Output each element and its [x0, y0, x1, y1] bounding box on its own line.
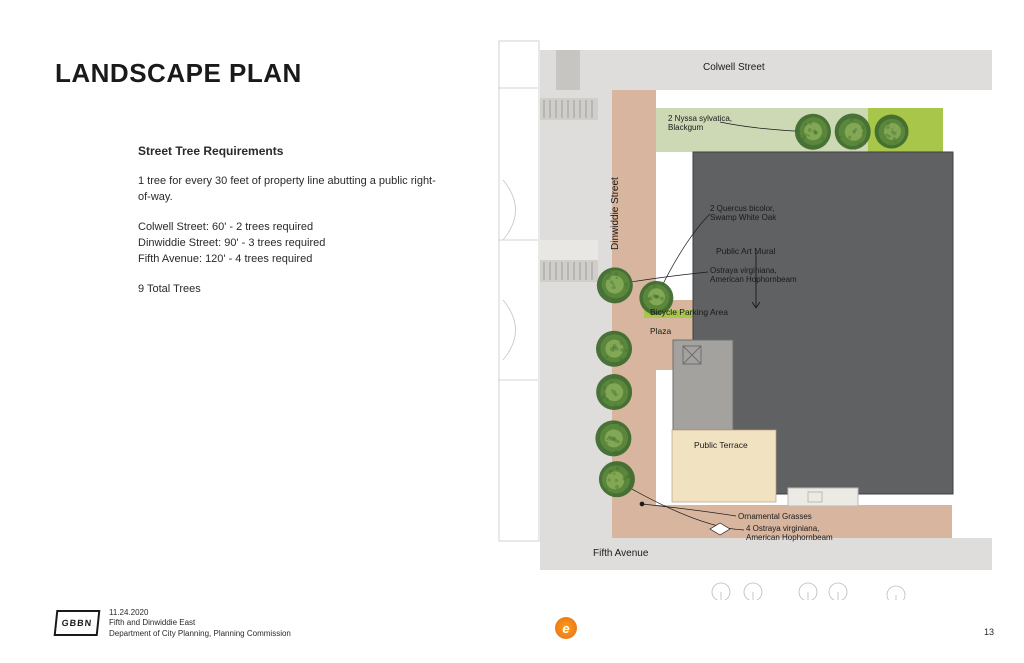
callout-grasses: Ornamental Grasses — [738, 512, 812, 521]
label-plaza: Plaza — [650, 326, 671, 336]
footer-meta: 11.24.2020 Fifth and Dinwiddie East Depa… — [109, 608, 291, 639]
requirements-heading: Street Tree Requirements — [138, 144, 438, 158]
callout-ostraya-bottom: 4 Ostraya virginiana,American Hophornbea… — [746, 524, 833, 542]
orange-circle-mark: e — [555, 617, 577, 639]
page-number: 13 — [984, 627, 994, 637]
gbbn-logo: GBBN — [54, 610, 101, 636]
total-trees: 9 Total Trees — [138, 282, 438, 298]
street-lines: Colwell Street: 60' - 2 trees required D… — [138, 220, 438, 268]
callout-ostraya-top: Ostraya virginiana,American Hophornbeam — [710, 266, 797, 284]
landscape-plan-figure: Colwell Street Dinwiddie Street Fifth Av… — [498, 40, 992, 600]
tree-rule: 1 tree for every 30 feet of property lin… — [138, 174, 438, 206]
footer: GBBN 11.24.2020 Fifth and Dinwiddie East… — [55, 608, 291, 639]
callout-quercus: 2 Quercus bicolor,Swamp White Oak — [710, 204, 776, 222]
street-dinwiddie: Dinwiddie Street — [610, 177, 621, 250]
requirements-block: Street Tree Requirements 1 tree for ever… — [138, 144, 438, 312]
label-bike: Bicycle Parking Area — [650, 308, 728, 317]
label-mural: Public Art Mural — [716, 246, 776, 256]
label-terrace: Public Terrace — [694, 440, 748, 450]
street-fifth: Fifth Avenue — [593, 548, 648, 559]
callout-nyssa: 2 Nyssa sylvatica,Blackgum — [668, 114, 732, 132]
page-title: LANDSCAPE PLAN — [55, 58, 302, 89]
street-colwell: Colwell Street — [703, 62, 765, 73]
